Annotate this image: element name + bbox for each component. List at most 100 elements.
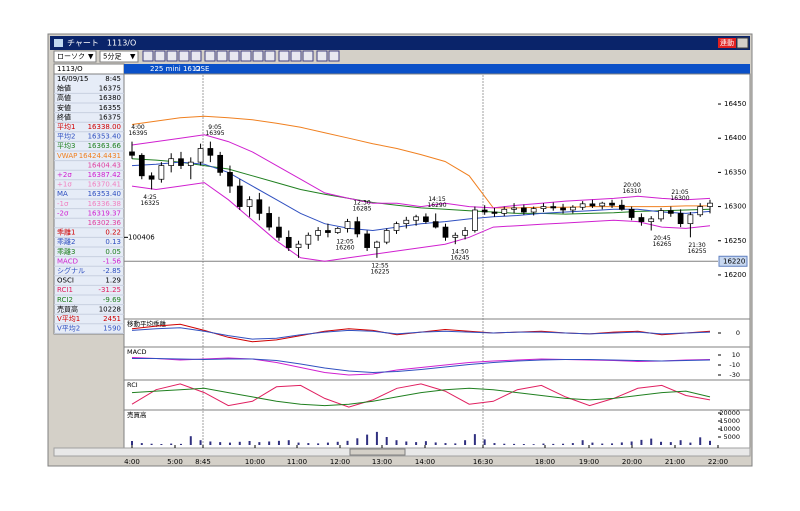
candle-body: [697, 206, 704, 216]
volume-bar: [219, 442, 222, 445]
info-label: 乖離1: [57, 228, 75, 237]
annotation-price: 16310: [622, 188, 641, 195]
tool-icon[interactable]: [204, 50, 216, 62]
tool-icon[interactable]: [228, 50, 240, 62]
candle-body: [393, 223, 400, 231]
y-tick-label: 0: [736, 329, 740, 337]
info-value: 2451: [103, 315, 121, 323]
candle-body: [168, 158, 175, 166]
annotation-time: 4:00: [131, 124, 145, 131]
volume-bar: [581, 440, 584, 445]
y-tick-label: -10: [729, 361, 740, 369]
info-value: 16375: [99, 113, 121, 121]
info-value: 0.13: [105, 238, 121, 246]
sync-button[interactable]: [718, 38, 736, 48]
instrument-name: 225 mini 1612: [150, 65, 201, 73]
annotation-price: 16300: [670, 195, 689, 202]
volume-bar: [611, 443, 614, 445]
indicator-line: [131, 387, 711, 407]
x-tick-label: 11:00: [287, 458, 307, 466]
y-tick-label: 16300: [724, 203, 746, 211]
candle-body: [227, 172, 233, 187]
info-label: 終値: [57, 112, 71, 121]
scroll-thumb[interactable]: [349, 448, 406, 456]
volume-bar: [503, 443, 506, 445]
dropdown-arrow: ▼: [130, 53, 136, 61]
candle-body: [344, 221, 351, 229]
volume-bar: [699, 437, 702, 445]
info-date: 16/09/15: [57, 75, 88, 83]
interval-select[interactable]: [99, 50, 139, 63]
candle-body: [481, 209, 488, 213]
x-tick-label: 10:00: [245, 458, 265, 466]
tool-icon[interactable]: [216, 50, 228, 62]
info-value: 16336.38: [88, 200, 121, 208]
volume-bar: [591, 442, 594, 445]
volume-bar: [307, 443, 310, 445]
y-tick-label: 16200: [724, 271, 746, 279]
candle-body: [217, 154, 224, 173]
chart-type-select[interactable]: [53, 50, 97, 63]
x-tick-label: 18:00: [535, 458, 555, 466]
volume-bar: [640, 439, 643, 445]
candle-body: [236, 185, 243, 207]
candle-body: [501, 208, 508, 214]
tool-icon[interactable]: [154, 50, 166, 62]
tool-icon[interactable]: [166, 50, 178, 62]
tool-icon[interactable]: [290, 50, 302, 62]
candle-body: [285, 236, 292, 248]
candle-body: [354, 221, 361, 235]
toolbar-icons: [142, 50, 340, 62]
volume-bar: [268, 441, 271, 445]
volume-bar: [709, 440, 711, 445]
info-label: OSCI: [57, 277, 74, 285]
indicator-line: [131, 115, 710, 209]
annotation-time: 14:15: [428, 196, 445, 203]
volume-bar: [522, 444, 525, 445]
tool-icon[interactable]: [316, 50, 328, 62]
tool-icon[interactable]: [190, 50, 202, 62]
info-label: +2σ: [57, 171, 72, 179]
info-label: +1σ: [57, 181, 72, 189]
sync-label: 連動: [720, 38, 734, 47]
candle-body: [207, 148, 214, 156]
y-tick-label: 10: [732, 351, 740, 359]
y-tick-label: 16450: [724, 100, 746, 108]
volume-bar: [415, 442, 418, 445]
tool-icon[interactable]: [178, 50, 190, 62]
volume-bar: [131, 441, 133, 445]
volume-bar: [532, 444, 535, 445]
candle-body: [589, 203, 596, 207]
y-tick-label: 15000: [719, 417, 740, 425]
candle-body: [256, 199, 263, 214]
candle-body: [560, 207, 566, 211]
info-label: 平均1: [57, 122, 75, 131]
candle-body: [432, 221, 439, 228]
info-value: 16380: [99, 94, 121, 102]
y-tick-label: 16350: [724, 168, 746, 176]
volume-bar: [179, 443, 182, 445]
volume-bar: [326, 442, 329, 445]
tool-icon[interactable]: [240, 50, 252, 62]
close-button[interactable]: [736, 37, 749, 49]
current-price: 16220: [723, 257, 745, 265]
volume-bar: [336, 441, 339, 445]
tool-icon[interactable]: [142, 50, 154, 62]
candle-body: [187, 161, 194, 166]
tool-icon[interactable]: [328, 50, 340, 62]
y-tick-label: 10000: [719, 425, 740, 433]
info-label: 乖離2: [57, 237, 75, 246]
tool-icon[interactable]: [302, 50, 314, 62]
tool-icon[interactable]: [264, 50, 276, 62]
x-tick-label: 8:45: [195, 458, 211, 466]
info-value: 0.22: [105, 229, 121, 237]
candle-body: [491, 211, 498, 214]
tool-icon[interactable]: [278, 50, 290, 62]
volume-bar: [679, 440, 682, 445]
annotation-price: 16255: [687, 248, 706, 255]
tool-icon[interactable]: [252, 50, 264, 62]
volume-bar: [630, 441, 633, 445]
x-tick-label: 4:00: [124, 458, 140, 466]
volume-bar: [317, 443, 320, 445]
candle-body: [677, 213, 684, 225]
